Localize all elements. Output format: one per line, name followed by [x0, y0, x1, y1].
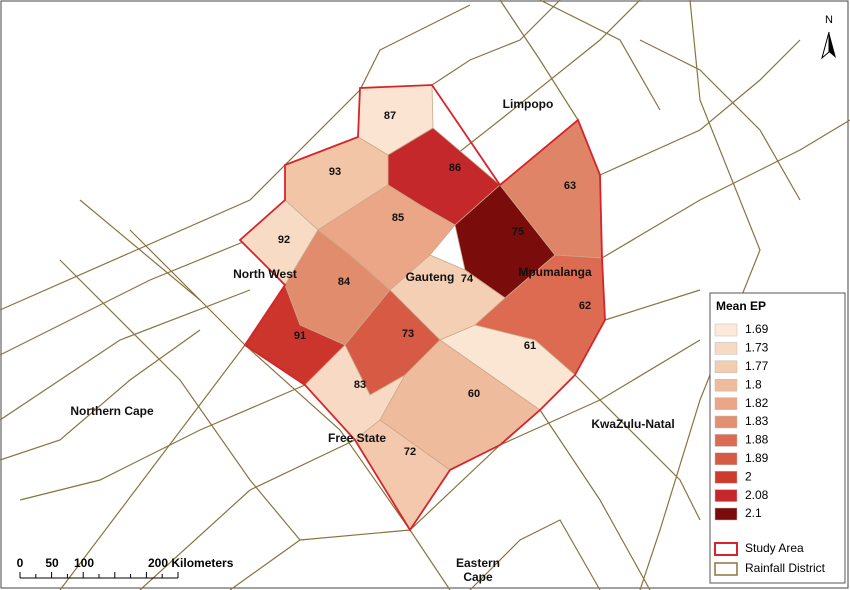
legend-swatch	[714, 562, 738, 576]
districts: 87 86 93 92 85 75 63 84 74 62 91 73 61 83 60 72	[239, 84, 606, 531]
north-arrow: N	[821, 14, 836, 60]
north-arrow-right	[829, 32, 836, 58]
district-label: 92	[278, 234, 290, 246]
district-label: 84	[338, 276, 351, 288]
legend-swatch	[714, 452, 738, 466]
legend-label: 1.83	[745, 414, 769, 428]
boundary	[639, 39, 801, 201]
legend-label: Rainfall District	[745, 561, 826, 575]
legend-label: 1.69	[745, 322, 769, 336]
province-label: KwaZulu-Natal	[591, 417, 675, 431]
boundary	[19, 384, 306, 501]
legend-label: Study Area	[745, 541, 804, 555]
boundary	[0, 239, 249, 356]
legend-label: 2	[745, 469, 752, 483]
legend-label: 1.89	[745, 451, 769, 465]
legend-swatch	[714, 415, 738, 429]
legend-swatch	[714, 507, 738, 521]
legend-swatch	[714, 434, 738, 447]
boundary	[129, 229, 451, 590]
legend-swatch	[714, 542, 738, 556]
legend-swatch	[714, 360, 738, 374]
district-label: 61	[524, 340, 536, 352]
boundary	[604, 289, 701, 321]
district-label: 72	[404, 446, 416, 458]
legend-swatch	[714, 397, 738, 410]
legend-swatch	[714, 323, 738, 337]
boundary	[574, 374, 701, 521]
legend-swatch	[714, 489, 738, 502]
boundary	[599, 39, 801, 176]
legend-label: 1.77	[745, 359, 769, 373]
legend-swatch	[714, 470, 738, 484]
legend-label: 1.8	[745, 377, 762, 391]
legend-label: 1.88	[745, 433, 769, 447]
district-label: 74	[461, 273, 474, 285]
legend-label: 1.73	[745, 341, 769, 355]
legend-label: 2.08	[745, 488, 769, 502]
district-label: 62	[579, 300, 591, 312]
district-label: 86	[449, 162, 461, 174]
district-label: 91	[294, 330, 306, 342]
district-label: 63	[564, 180, 576, 192]
boundary	[499, 0, 579, 121]
boundary	[431, 0, 561, 86]
north-label: N	[825, 14, 833, 26]
boundary	[0, 4, 471, 311]
boundary	[139, 439, 356, 590]
district-label: 75	[512, 226, 524, 238]
province-label: Limpopo	[502, 97, 554, 111]
boundary	[469, 519, 601, 590]
district-label: 93	[329, 166, 341, 178]
district-label: 60	[468, 388, 480, 400]
legend-label: 2.1	[745, 506, 762, 520]
boundary	[601, 119, 850, 259]
scale-label: 50	[45, 556, 59, 570]
boundary	[539, 409, 651, 590]
scale-bar: 0 50 100 200 Kilometers	[17, 556, 234, 579]
province-label: Gauteng	[405, 270, 455, 284]
boundary	[0, 329, 201, 461]
province-label: Mpumalanga	[518, 265, 592, 279]
boundary	[59, 259, 301, 541]
boundary	[229, 339, 701, 590]
scale-label: 200 Kilometers	[148, 556, 234, 570]
legend-title: Mean EP	[716, 299, 766, 313]
legend-label: 1.82	[745, 396, 769, 410]
district-label: 73	[402, 328, 414, 340]
legend-swatch	[714, 378, 738, 392]
province-label: Eastern Cape	[455, 556, 501, 584]
study-area-outline	[238, 84, 606, 532]
province-label: Northern Cape	[70, 404, 154, 418]
district-label: 83	[354, 379, 366, 391]
province-label: North West	[233, 267, 297, 281]
boundary	[539, 0, 661, 111]
province-label: Free State	[327, 431, 387, 445]
legend-swatch	[714, 342, 738, 355]
boundary	[79, 199, 201, 301]
scale-label: 0	[17, 556, 24, 570]
district-label: 85	[392, 212, 404, 224]
scale-label: 100	[74, 556, 94, 570]
legend: Mean EP 1.69 1.73 1.77 1.8 1.82 1.83 1.88 1.89 2…	[709, 292, 846, 584]
district-label: 87	[384, 110, 396, 122]
